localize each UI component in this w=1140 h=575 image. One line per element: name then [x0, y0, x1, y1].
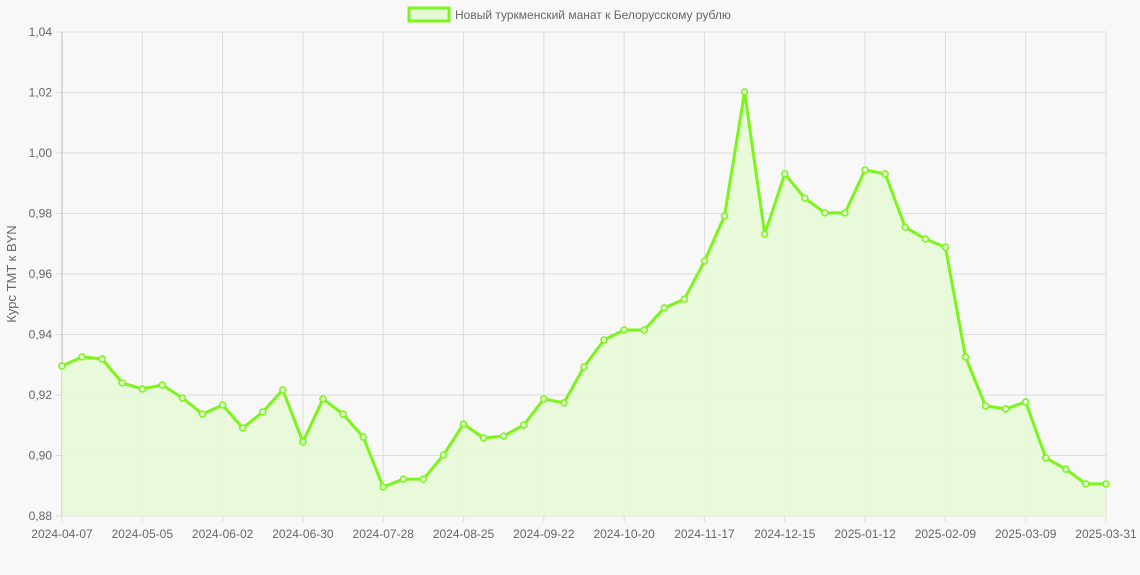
- data-point[interactable]: [499, 432, 508, 440]
- data-point[interactable]: [379, 483, 387, 491]
- data-point[interactable]: [58, 362, 66, 370]
- data-point[interactable]: [158, 381, 167, 389]
- x-tick-label: 2024-10-20: [593, 527, 655, 541]
- data-point[interactable]: [419, 475, 428, 483]
- data-point[interactable]: [259, 408, 267, 416]
- data-point[interactable]: [760, 230, 769, 238]
- data-point[interactable]: [279, 386, 287, 394]
- data-point[interactable]: [861, 166, 869, 174]
- data-point[interactable]: [1062, 465, 1070, 473]
- data-point[interactable]: [841, 209, 849, 217]
- legend-swatch[interactable]: [407, 6, 451, 23]
- y-tick-label: 0,98: [29, 207, 53, 221]
- data-point[interactable]: [78, 353, 86, 361]
- data-point[interactable]: [1102, 480, 1110, 488]
- y-tick-label: 1,04: [29, 25, 53, 39]
- data-point[interactable]: [901, 223, 909, 231]
- data-point[interactable]: [178, 394, 187, 402]
- data-point[interactable]: [981, 402, 990, 410]
- data-point[interactable]: [98, 355, 106, 363]
- data-point[interactable]: [781, 170, 789, 178]
- data-point[interactable]: [560, 399, 568, 407]
- data-point[interactable]: [439, 451, 448, 459]
- legend[interactable]: Новый туркменский манат к Белорусскому р…: [407, 6, 731, 23]
- data-point[interactable]: [118, 379, 126, 387]
- x-tick-label: 2024-12-15: [754, 527, 816, 541]
- x-tick-label: 2024-09-22: [513, 527, 575, 541]
- data-point[interactable]: [961, 353, 970, 361]
- data-point[interactable]: [921, 235, 930, 243]
- data-point[interactable]: [299, 438, 307, 446]
- data-point[interactable]: [821, 209, 829, 217]
- x-tick-label: 2025-03-09: [995, 527, 1057, 541]
- data-point[interactable]: [399, 475, 408, 483]
- x-tick-label: 2024-05-05: [112, 527, 174, 541]
- data-point[interactable]: [1021, 398, 1030, 406]
- data-point[interactable]: [1042, 454, 1050, 462]
- data-point[interactable]: [459, 420, 468, 428]
- data-point[interactable]: [359, 433, 367, 441]
- data-point[interactable]: [479, 434, 488, 442]
- x-tick-label: 2024-06-30: [272, 527, 334, 541]
- x-tick-label: 2025-02-09: [915, 527, 977, 541]
- y-tick-label: 0,88: [29, 509, 53, 523]
- x-tick-label: 2025-01-12: [834, 527, 896, 541]
- y-axis-label: Курс TMT к BYN: [4, 225, 19, 322]
- data-point[interactable]: [218, 401, 227, 409]
- data-point[interactable]: [1082, 480, 1090, 488]
- data-point[interactable]: [238, 424, 247, 432]
- data-point[interactable]: [941, 243, 950, 251]
- x-tick-label: 2024-08-25: [433, 527, 495, 541]
- data-point[interactable]: [319, 395, 327, 403]
- data-point[interactable]: [881, 170, 889, 178]
- y-tick-label: 0,90: [29, 449, 53, 463]
- y-tick-label: 0,96: [29, 267, 53, 281]
- data-point[interactable]: [339, 410, 347, 418]
- data-point[interactable]: [580, 363, 588, 371]
- data-point[interactable]: [801, 194, 809, 202]
- y-tick-label: 1,00: [29, 146, 53, 160]
- data-point[interactable]: [740, 88, 749, 96]
- data-point[interactable]: [1001, 405, 1010, 413]
- y-tick-label: 0,92: [29, 388, 53, 402]
- legend-label[interactable]: Новый туркменский манат к Белорусскому р…: [455, 8, 731, 22]
- data-point[interactable]: [700, 257, 709, 265]
- x-tick-label: 2025-03-31: [1075, 527, 1137, 541]
- x-tick-label: 2024-06-02: [192, 527, 254, 541]
- data-point[interactable]: [198, 410, 207, 418]
- y-tick-label: 0,94: [29, 328, 53, 342]
- x-tick-label: 2024-11-17: [674, 527, 735, 541]
- data-point[interactable]: [600, 336, 608, 344]
- data-point[interactable]: [138, 385, 147, 393]
- x-axis: 2024-04-07 2024-05-05 2024-06-02 2024-06-30…: [31, 527, 1137, 541]
- data-point[interactable]: [640, 326, 648, 334]
- data-point[interactable]: [720, 212, 729, 220]
- data-point[interactable]: [660, 304, 669, 312]
- series-area: [62, 91, 1106, 517]
- y-axis: 0,88 0,90 0,92 0,94 0,96 0,98 1,00 1,02 1,04: [29, 25, 53, 523]
- x-tick-label: 2024-07-28: [353, 527, 415, 541]
- x-tick-label: 2024-04-07: [31, 527, 93, 541]
- data-point[interactable]: [520, 421, 528, 429]
- y-tick-label: 1,02: [29, 86, 53, 100]
- data-point[interactable]: [620, 326, 628, 334]
- data-point[interactable]: [540, 395, 548, 403]
- data-point[interactable]: [680, 295, 689, 303]
- series-points: [58, 88, 1110, 491]
